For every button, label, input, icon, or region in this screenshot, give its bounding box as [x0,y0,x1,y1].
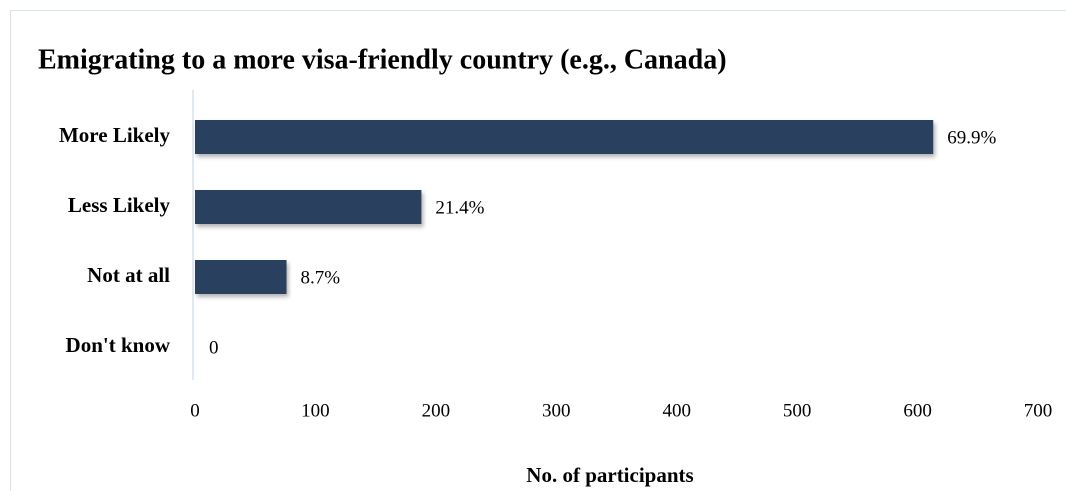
data-label: 21.4% [435,197,484,218]
data-label: 69.9% [947,127,996,148]
x-tick-label: 100 [301,400,330,421]
x-tick-label: 700 [1024,400,1053,421]
bar [195,260,287,294]
x-tick-label: 500 [783,400,812,421]
y-tick-label: Don't know [66,333,171,357]
x-tick-label: 400 [662,400,691,421]
x-tick-label: 600 [903,400,932,421]
y-tick-label: More Likely [59,123,171,147]
data-label: 0 [209,337,219,358]
bar [195,190,422,224]
x-tick-label: 200 [422,400,451,421]
y-tick-label: Not at all [87,263,170,287]
bar [195,120,934,154]
chart-border [10,10,1066,491]
chart-title: Emigrating to a more visa-friendly count… [38,44,727,75]
x-tick-label: 0 [190,400,200,421]
y-tick-label: Less Likely [68,193,171,217]
x-tick-label: 300 [542,400,571,421]
x-axis-title: No. of participants [526,463,693,487]
data-label: 8.7% [301,267,341,288]
